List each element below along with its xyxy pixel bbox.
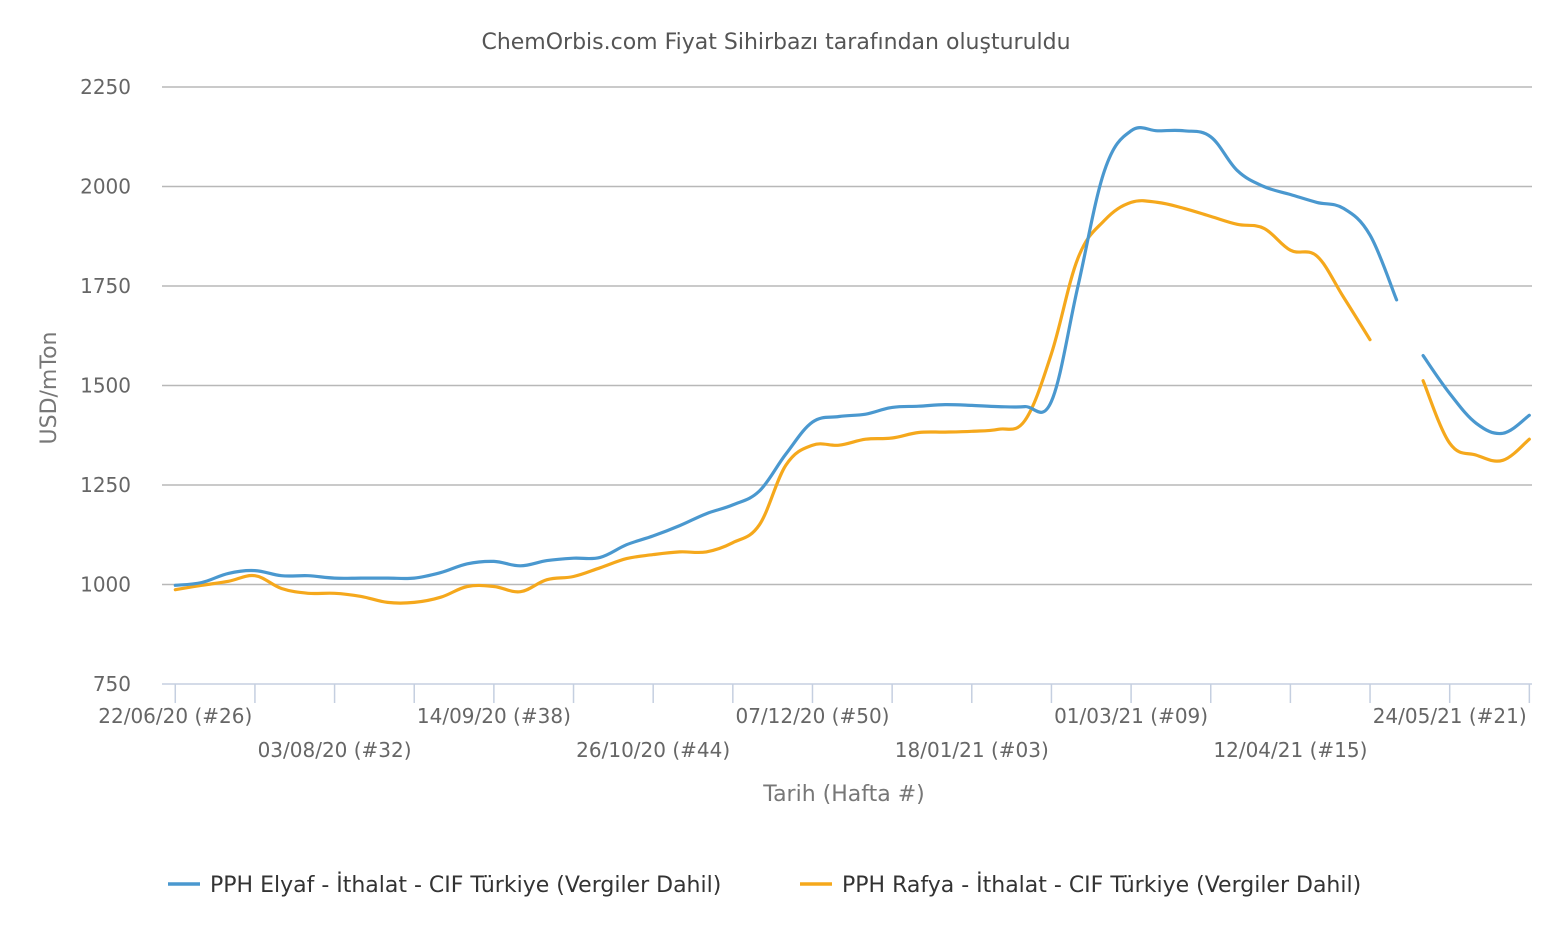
y-tick-label: 1750 — [80, 274, 131, 298]
legend-entry: PPH Elyaf - İthalat - CIF Türkiye (Vergi… — [210, 872, 721, 898]
y-tick-label: 2000 — [80, 175, 131, 199]
x-tick-label: 01/03/21 (#09) — [1054, 704, 1208, 728]
x-tick-label: 22/06/20 (#26) — [98, 704, 252, 728]
legend: PPH Elyaf - İthalat - CIF Türkiye (Vergi… — [168, 872, 1361, 898]
x-tick-label: 26/10/20 (#44) — [576, 738, 730, 762]
y-axis-label: USD/mTon — [37, 332, 62, 445]
x-tick-label: 12/04/21 (#15) — [1213, 738, 1367, 762]
x-tick-label: 24/05/21 (#21) — [1373, 704, 1527, 728]
y-tick-label: 1250 — [80, 473, 131, 497]
y-tick-label: 1000 — [80, 573, 131, 597]
x-tick-label: 03/08/20 (#32) — [258, 738, 412, 762]
x-axis: 22/06/20 (#26)03/08/20 (#32)14/09/20 (#3… — [98, 683, 1532, 762]
y-tick-label: 1500 — [80, 374, 131, 398]
series-line-elyaf — [1421, 354, 1531, 436]
x-axis-label: Tarih (Hafta #) — [762, 782, 924, 807]
x-tick-label: 14/09/20 (#38) — [417, 704, 571, 728]
y-axis-ticks: 750 1000 1250 1500 1750 2000 2250 — [80, 75, 131, 696]
x-tick-label: 18/01/21 (#03) — [895, 738, 1049, 762]
y-tick-label: 750 — [93, 672, 131, 696]
y-tick-label: 2250 — [80, 75, 131, 99]
series-line-rafya — [173, 199, 1372, 605]
gridlines — [162, 86, 1532, 586]
series-lines — [173, 126, 1531, 605]
chart-title: ChemOrbis.com Fiyat Sihirbazı tarafından… — [481, 30, 1070, 55]
x-tick-label: 07/12/20 (#50) — [735, 704, 889, 728]
legend-entry: PPH Rafya - İthalat - CIF Türkiye (Vergi… — [842, 872, 1361, 898]
series-line-rafya — [1421, 379, 1531, 463]
series-line-elyaf — [173, 126, 1399, 587]
